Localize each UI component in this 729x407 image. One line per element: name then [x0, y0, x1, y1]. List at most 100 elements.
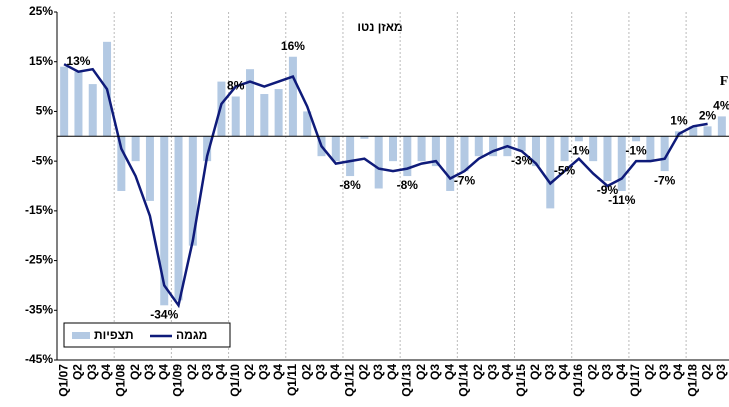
x-tick-label: Q4	[385, 364, 399, 380]
x-tick-label: Q3	[428, 364, 442, 380]
legend-box	[63, 322, 231, 348]
data-label: -9%	[597, 183, 619, 197]
x-tick-label: Q2	[414, 364, 428, 380]
x-tick-label: Q2	[471, 364, 485, 380]
legend: תצפיות מגמה	[63, 322, 231, 348]
bar	[460, 136, 469, 172]
bar	[203, 136, 212, 162]
x-tick-label: Q3	[199, 364, 213, 380]
bar	[446, 136, 455, 191]
x-tick-label: Q1/16	[571, 364, 585, 397]
legend-label: מגמה	[176, 328, 207, 342]
bar	[632, 136, 641, 142]
x-tick-label: Q4	[500, 364, 514, 380]
x-tick-label: Q1/14	[457, 364, 471, 397]
bar	[388, 136, 398, 162]
y-tick-label: -15%	[25, 203, 53, 217]
bar	[489, 136, 498, 157]
data-label: -1%	[568, 143, 590, 157]
bar	[260, 94, 269, 137]
y-tick-label: -25%	[25, 253, 53, 267]
data-label: -5%	[554, 163, 576, 177]
chart-title: מאזן נטו	[357, 20, 402, 34]
x-tick-label: Q4	[328, 364, 342, 380]
x-tick-label: Q1/17	[628, 364, 642, 397]
bar	[303, 111, 312, 137]
y-tick-label: 5%	[36, 104, 54, 118]
data-label: -8%	[397, 178, 419, 192]
x-tick-label: Q4	[214, 364, 228, 380]
x-tick-label: Q4	[614, 364, 628, 380]
data-label: 4%	[713, 99, 729, 113]
x-tick-label: Q3	[657, 364, 671, 380]
x-tick-label: Q2	[700, 364, 714, 380]
x-tick-label: Q1/15	[514, 364, 528, 397]
x-tick-label: Q3	[85, 364, 99, 380]
bar	[88, 84, 97, 137]
bar	[717, 116, 726, 137]
x-tick-label: Q4	[271, 364, 285, 380]
bar	[417, 136, 426, 162]
data-label: -7%	[454, 173, 476, 187]
y-tick-label: -5%	[32, 153, 54, 167]
x-tick-label: Q3	[256, 364, 270, 380]
x-tick-label: Q1/13	[399, 364, 413, 397]
data-label: 8%	[227, 79, 245, 93]
bar	[160, 136, 169, 306]
y-tick-label: -45%	[25, 352, 53, 366]
x-tick-label: Q2	[643, 364, 657, 380]
bar	[145, 136, 154, 201]
bar	[117, 136, 126, 191]
bar	[660, 136, 669, 172]
x-tick-label: Q4	[442, 364, 456, 380]
data-label: 1%	[670, 113, 688, 127]
x-tick-label: Q3	[371, 364, 385, 380]
x-tick-label: Q1/08	[114, 364, 128, 397]
y-tick-label: -35%	[25, 302, 53, 316]
x-tick-label: Q1/09	[171, 364, 185, 397]
x-tick-label: Q2	[128, 364, 142, 380]
data-label: -11%	[608, 193, 636, 207]
bar	[217, 81, 226, 137]
data-label: -7%	[654, 173, 676, 187]
bar	[646, 136, 655, 162]
bar	[403, 136, 412, 177]
legend-swatch	[72, 332, 90, 339]
x-tick-label: Q3	[485, 364, 499, 380]
x-tick-label: Q2	[299, 364, 313, 380]
trend-line	[63, 63, 708, 309]
x-tick-label: Q3	[314, 364, 328, 380]
data-label: -3%	[511, 153, 533, 167]
bar	[174, 136, 183, 301]
x-tick-label: Q2	[585, 364, 599, 380]
x-tick-label: Q4	[671, 364, 685, 380]
bar	[246, 69, 255, 137]
bar	[517, 136, 526, 152]
data-label: 13%	[66, 54, 90, 68]
data-label: 16%	[281, 39, 305, 53]
bar	[603, 136, 612, 182]
bar	[617, 136, 626, 191]
bar	[74, 71, 83, 137]
x-tick-label: Q2	[357, 364, 371, 380]
x-tick-label: Q2	[185, 364, 199, 380]
bar	[546, 136, 555, 209]
x-tick-label: Q3	[142, 364, 156, 380]
data-label: 2%	[699, 109, 717, 123]
bar	[346, 136, 355, 177]
y-tick-label: 15%	[29, 54, 53, 68]
bar	[360, 136, 369, 139]
x-tick-label: Q2	[71, 364, 85, 380]
x-tick-label: Q1/18	[685, 364, 699, 397]
bar	[574, 136, 583, 142]
bar	[589, 136, 598, 162]
x-tick-label: Q3	[714, 364, 728, 380]
x-tick-label: Q2	[242, 364, 256, 380]
bar	[531, 136, 540, 167]
x-tick-label: Q1/10	[228, 364, 242, 397]
bar	[703, 126, 712, 137]
bar	[474, 136, 483, 157]
bar	[689, 126, 698, 137]
x-tick-label: Q4	[99, 364, 113, 380]
